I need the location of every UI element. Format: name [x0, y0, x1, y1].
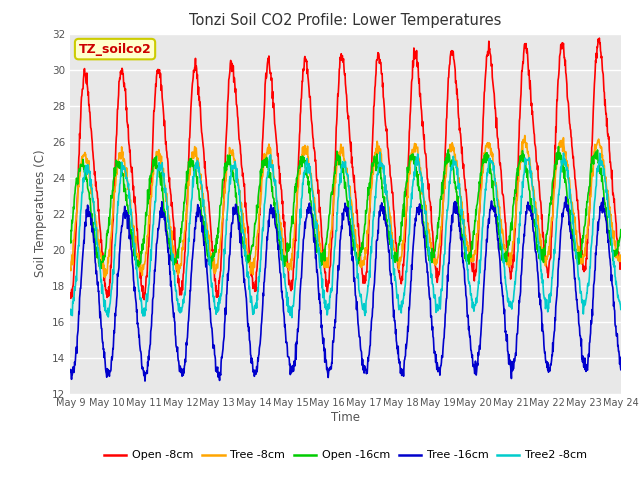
- Open -16cm: [251, 221, 259, 227]
- Open -16cm: [67, 238, 74, 244]
- Tree2 -8cm: [288, 315, 296, 321]
- Title: Tonzi Soil CO2 Profile: Lower Temperatures: Tonzi Soil CO2 Profile: Lower Temperatur…: [189, 13, 502, 28]
- Tree -8cm: [552, 167, 560, 173]
- Open -8cm: [189, 74, 197, 80]
- Open -8cm: [67, 290, 74, 296]
- Tree -8cm: [101, 275, 109, 280]
- Open -8cm: [431, 262, 439, 268]
- Tree -16cm: [251, 369, 259, 374]
- Tree -16cm: [67, 369, 74, 374]
- Tree2 -8cm: [552, 227, 560, 232]
- Tree -8cm: [504, 255, 511, 261]
- Open -16cm: [175, 240, 183, 246]
- Tree -8cm: [431, 263, 439, 268]
- Open -16cm: [189, 164, 196, 169]
- Tree2 -8cm: [617, 307, 625, 312]
- Tree2 -8cm: [175, 309, 183, 315]
- Tree2 -8cm: [250, 304, 258, 310]
- Line: Open -16cm: Open -16cm: [70, 146, 621, 269]
- Tree -8cm: [251, 257, 259, 263]
- Tree2 -8cm: [67, 307, 74, 312]
- Open -8cm: [251, 288, 259, 294]
- Open -8cm: [596, 35, 604, 41]
- Open -8cm: [552, 124, 559, 130]
- Tree2 -8cm: [504, 298, 511, 303]
- Open -16cm: [207, 266, 215, 272]
- Y-axis label: Soil Temperatures (C): Soil Temperatures (C): [34, 150, 47, 277]
- Line: Tree -16cm: Tree -16cm: [70, 197, 621, 381]
- Line: Open -8cm: Open -8cm: [70, 38, 621, 300]
- Tree -16cm: [617, 367, 625, 372]
- Tree -16cm: [189, 246, 197, 252]
- X-axis label: Time: Time: [331, 411, 360, 424]
- Tree2 -8cm: [189, 174, 196, 180]
- Tree -16cm: [552, 304, 559, 310]
- Tree -8cm: [521, 132, 529, 138]
- Tree2 -8cm: [376, 149, 383, 155]
- Open -8cm: [140, 297, 148, 302]
- Open -8cm: [504, 239, 511, 245]
- Open -16cm: [617, 227, 625, 233]
- Tree2 -8cm: [432, 302, 440, 308]
- Tree -8cm: [617, 252, 625, 258]
- Tree -16cm: [562, 194, 570, 200]
- Text: TZ_soilco2: TZ_soilco2: [79, 43, 152, 56]
- Line: Tree -8cm: Tree -8cm: [70, 135, 621, 277]
- Tree -16cm: [504, 332, 511, 337]
- Open -8cm: [176, 292, 184, 298]
- Open -8cm: [617, 260, 625, 266]
- Tree -8cm: [176, 263, 184, 269]
- Tree -16cm: [431, 353, 439, 359]
- Line: Tree2 -8cm: Tree2 -8cm: [70, 152, 621, 318]
- Open -16cm: [552, 158, 559, 164]
- Tree -16cm: [176, 369, 184, 374]
- Tree -8cm: [189, 150, 197, 156]
- Legend: Open -8cm, Tree -8cm, Open -16cm, Tree -16cm, Tree2 -8cm: Open -8cm, Tree -8cm, Open -16cm, Tree -…: [100, 446, 591, 465]
- Tree -8cm: [67, 265, 74, 271]
- Open -16cm: [555, 144, 563, 149]
- Open -16cm: [504, 251, 511, 256]
- Open -16cm: [431, 244, 439, 250]
- Tree -16cm: [141, 378, 149, 384]
